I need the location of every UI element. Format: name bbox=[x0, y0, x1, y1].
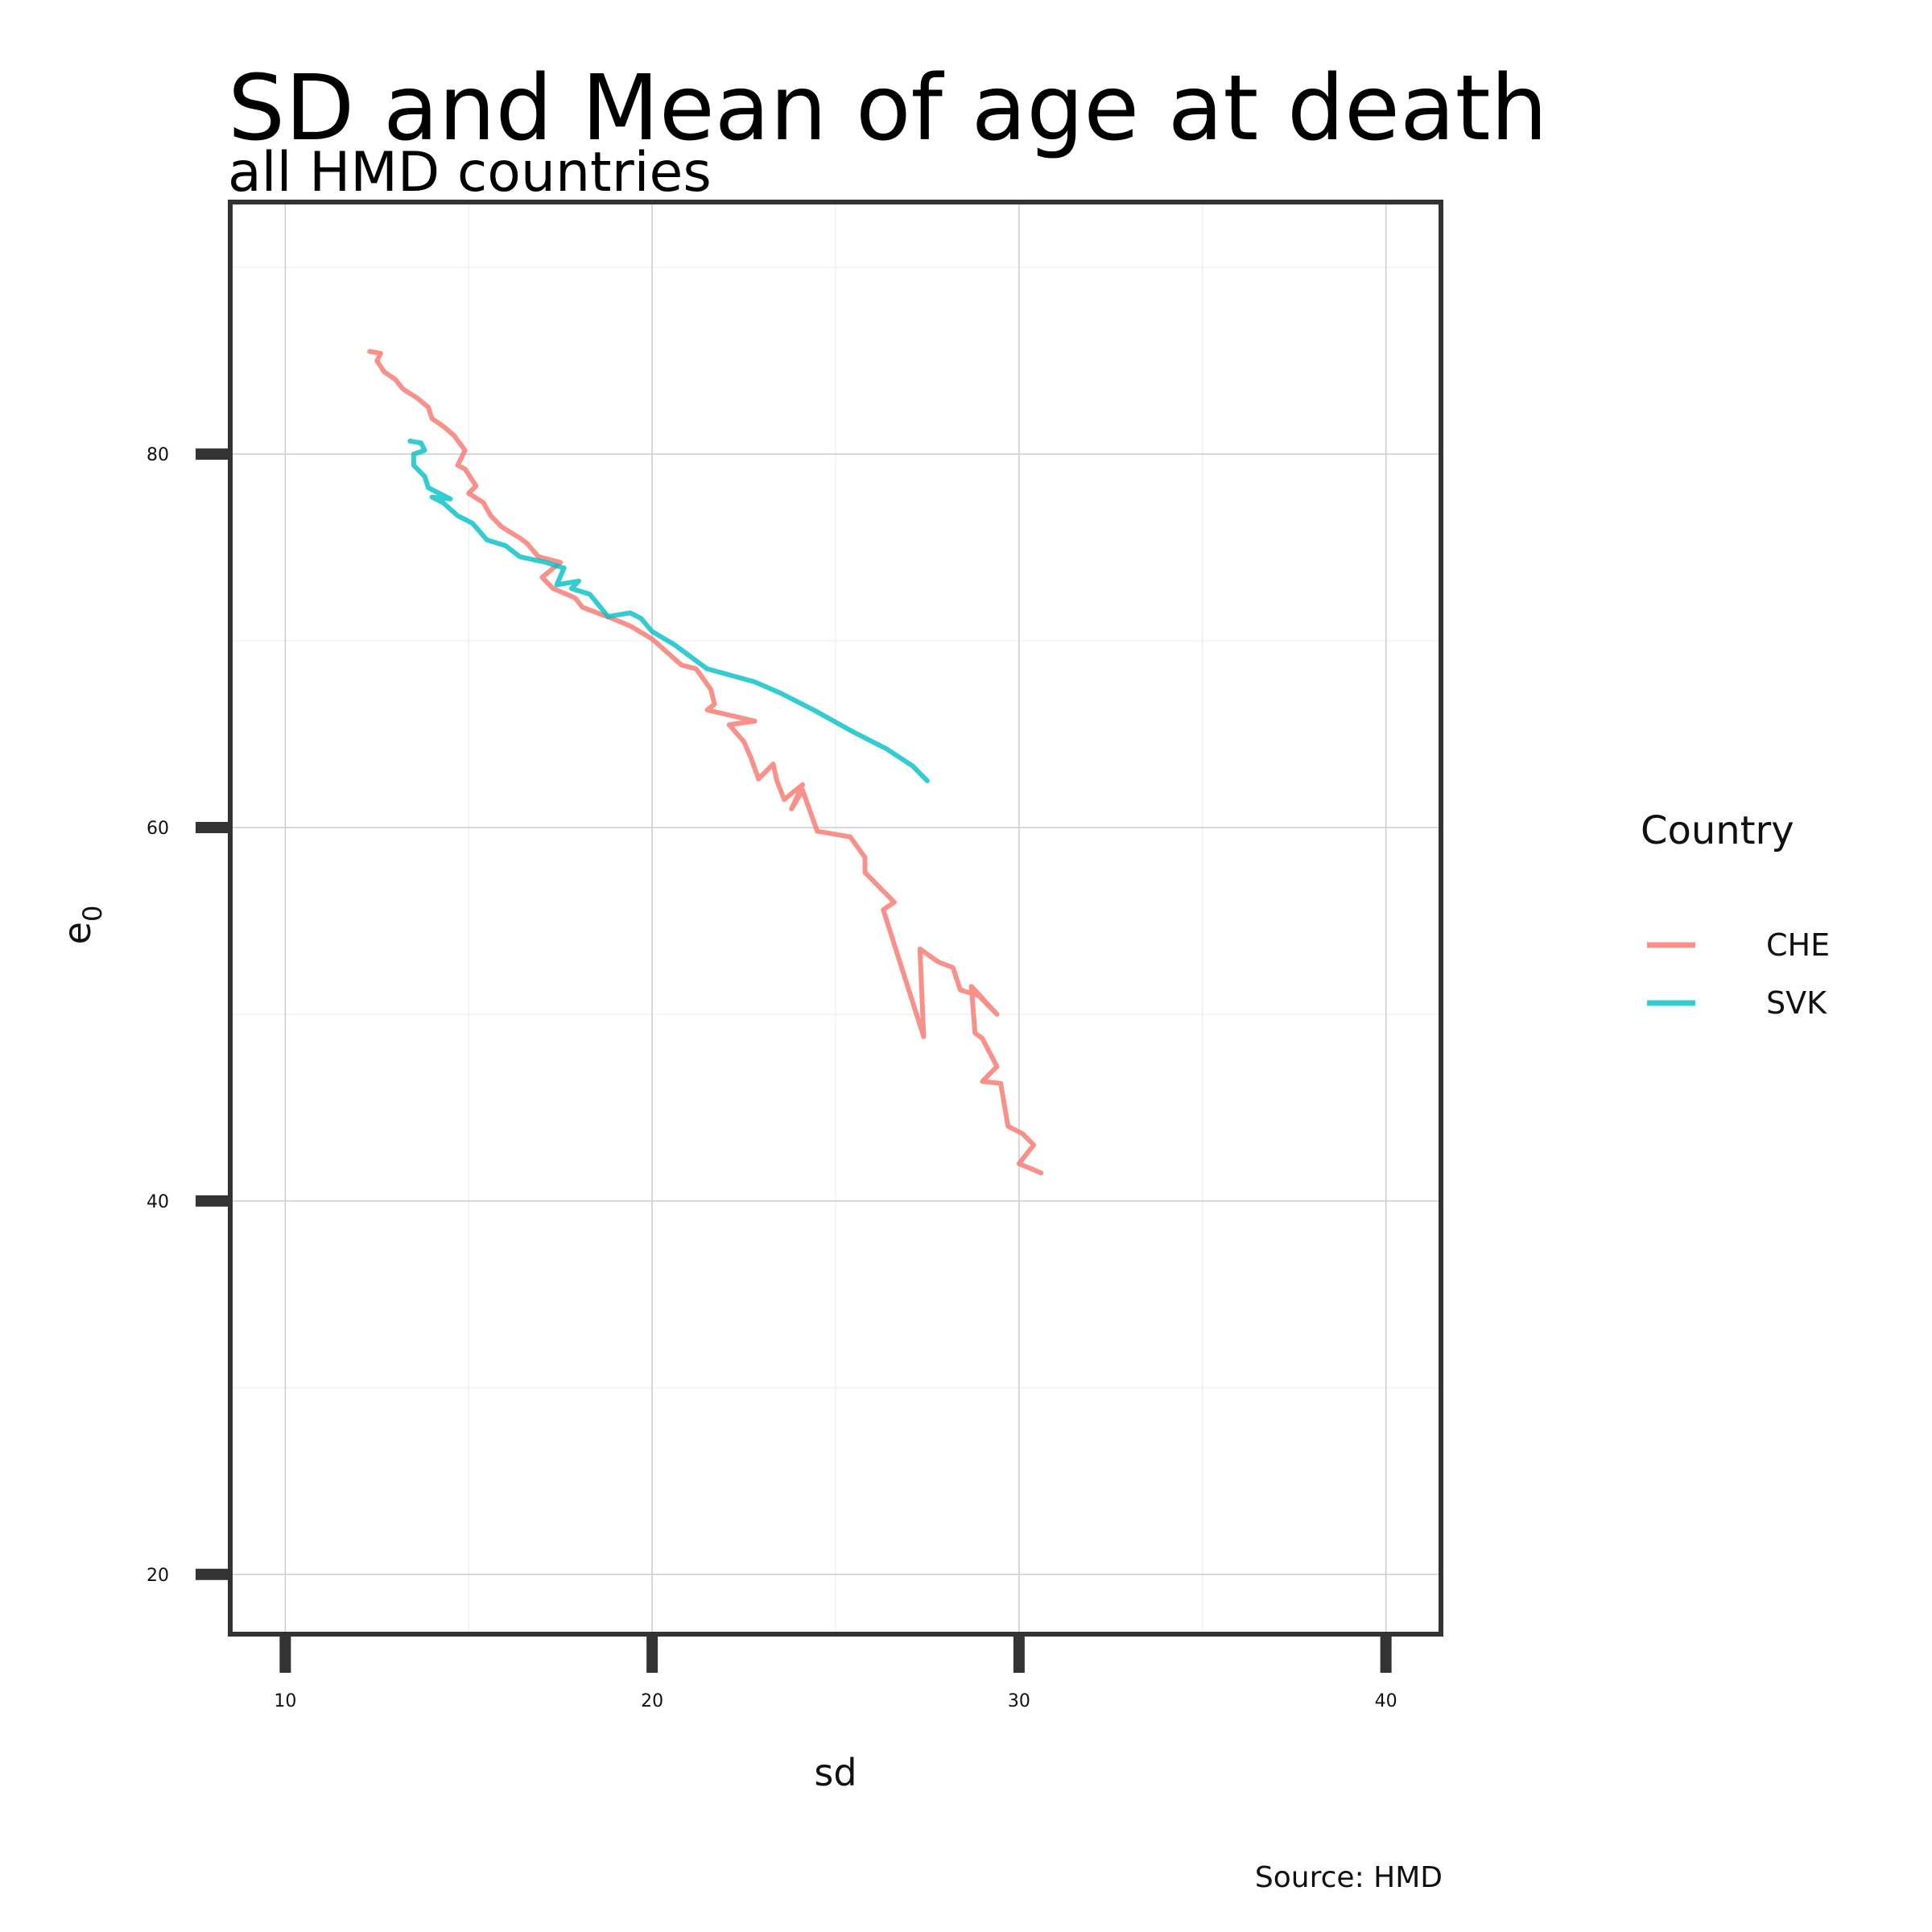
series-line-svk bbox=[407, 438, 930, 783]
legend-label-svk: SVK bbox=[1766, 985, 1827, 1021]
y-axis-title: e0 bbox=[56, 906, 108, 945]
y-tick-label: 80 bbox=[147, 445, 169, 465]
chart-subtitle: all HMD countries bbox=[228, 141, 712, 204]
x-tick-label: 20 bbox=[641, 1691, 663, 1711]
plot-border bbox=[228, 200, 1443, 1637]
x-axis: 10 20 30 40 bbox=[274, 1634, 1397, 1711]
caption-source: Source: HMD bbox=[1255, 1861, 1443, 1894]
y-axis-title-subscript: 0 bbox=[77, 906, 108, 922]
grid-lines bbox=[230, 202, 1441, 1634]
legend: Country CHE SVK bbox=[1641, 808, 1830, 1021]
x-tick-label: 30 bbox=[1008, 1691, 1030, 1711]
y-tick-label: 60 bbox=[147, 819, 169, 839]
x-axis-title: sd bbox=[814, 1751, 857, 1794]
plot-area bbox=[228, 200, 1443, 1637]
y-tick-label: 40 bbox=[147, 1192, 169, 1212]
y-tick-label: 20 bbox=[147, 1566, 169, 1586]
legend-title: Country bbox=[1641, 808, 1794, 853]
x-tick-label: 10 bbox=[274, 1691, 296, 1711]
y-axis-title-main: e bbox=[56, 922, 99, 944]
series-line-che bbox=[367, 349, 1044, 1176]
x-tick-label: 40 bbox=[1375, 1691, 1397, 1711]
legend-label-che: CHE bbox=[1766, 927, 1830, 963]
svg-text:e0: e0 bbox=[56, 906, 108, 945]
chart-title: SD and Mean of age at death bbox=[228, 56, 1547, 161]
legend-items: CHE SVK bbox=[1647, 927, 1830, 1021]
y-axis: 20 40 60 80 bbox=[147, 445, 230, 1586]
series-layer bbox=[367, 349, 1044, 1176]
